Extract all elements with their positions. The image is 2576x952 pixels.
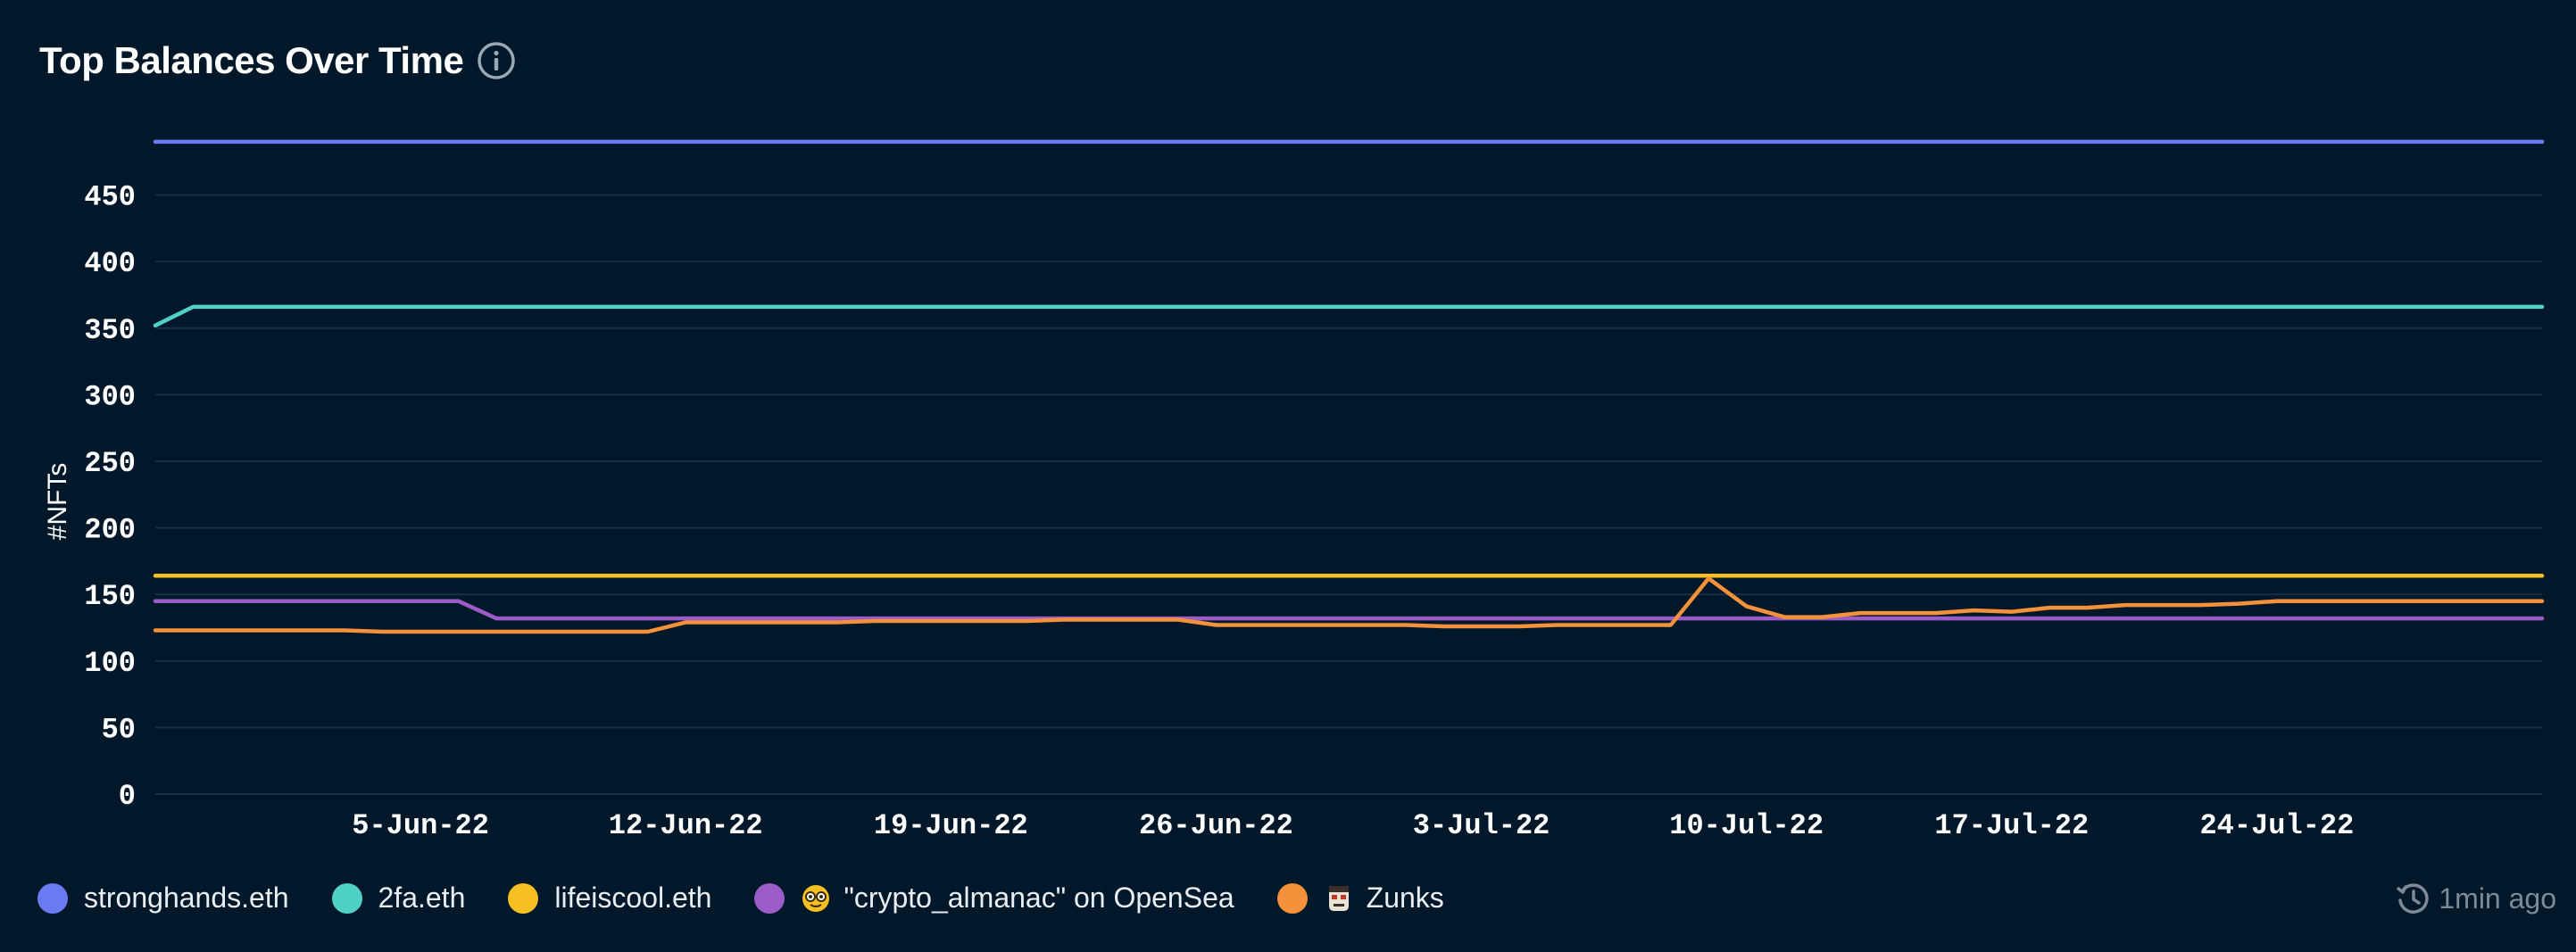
zunk-avatar-icon bbox=[1328, 885, 1349, 911]
x-tick-label: 3-Jul-22 bbox=[1413, 809, 1550, 842]
grid-lines bbox=[155, 194, 2542, 795]
last-updated: 1min ago bbox=[2396, 882, 2556, 915]
history-clock-icon bbox=[2397, 883, 2429, 914]
legend-label: Zunks bbox=[1366, 882, 1444, 914]
chart-legend: stronghands.eth 2fa.eth lifeiscool.eth "cry… bbox=[37, 882, 1487, 915]
x-tick-label: 26-Jun-22 bbox=[1139, 809, 1293, 842]
series-line-1[interactable] bbox=[153, 304, 2545, 328]
legend-color-dot bbox=[37, 882, 68, 914]
x-tick-label: 5-Jun-22 bbox=[352, 809, 489, 842]
y-axis-label: #NFTs bbox=[43, 463, 72, 541]
line-chart: 0 50 100 150 200 250 300 350 400 450 5-Jun-22 12-J… bbox=[43, 139, 2545, 842]
x-tick-label: 12-Jun-22 bbox=[609, 809, 763, 842]
legend-color-dot bbox=[1276, 882, 1308, 914]
y-tick-label: 450 bbox=[84, 181, 136, 214]
series-line-3[interactable] bbox=[153, 599, 2545, 621]
x-tick-label: 24-Jul-22 bbox=[2199, 809, 2354, 842]
y-tick-label: 50 bbox=[102, 713, 136, 746]
legend-item[interactable]: lifeiscool.eth bbox=[508, 882, 711, 915]
chart-title: Top Balances Over Time bbox=[39, 39, 464, 81]
legend-color-dot bbox=[754, 882, 785, 914]
y-axis-ticks: 0 50 100 150 200 250 300 350 400 450 bbox=[84, 181, 136, 813]
y-tick-label: 350 bbox=[84, 314, 136, 347]
y-tick-label: 250 bbox=[84, 447, 136, 480]
legend-item[interactable]: Zunks bbox=[1276, 882, 1444, 915]
legend-item[interactable]: stronghands.eth bbox=[37, 882, 289, 915]
legend-item[interactable]: 2fa.eth bbox=[331, 882, 466, 915]
series-lines bbox=[153, 139, 2545, 634]
nerd-face-icon bbox=[802, 884, 830, 912]
y-tick-label: 100 bbox=[84, 647, 136, 680]
y-tick-label: 300 bbox=[84, 380, 136, 413]
y-tick-label: 150 bbox=[84, 580, 136, 613]
legend-label: "crypto_almanac" on OpenSea bbox=[843, 882, 1234, 914]
legend-item[interactable]: "crypto_almanac" on OpenSea bbox=[754, 882, 1234, 915]
last-updated-text: 1min ago bbox=[2439, 882, 2556, 915]
x-axis-ticks: 5-Jun-22 12-Jun-22 19-Jun-22 26-Jun-22 3-Jul… bbox=[352, 809, 2354, 842]
x-tick-label: 17-Jul-22 bbox=[1934, 809, 2089, 842]
y-tick-label: 400 bbox=[84, 247, 136, 280]
x-tick-label: 10-Jul-22 bbox=[1669, 809, 1824, 842]
info-circle-icon[interactable] bbox=[476, 40, 517, 81]
x-tick-label: 19-Jun-22 bbox=[874, 809, 1028, 842]
y-tick-label: 0 bbox=[119, 780, 136, 813]
legend-label: lifeiscool.eth bbox=[554, 882, 712, 914]
legend-color-dot bbox=[508, 882, 539, 914]
chart-header: Top Balances Over Time bbox=[39, 39, 517, 82]
legend-label: 2fa.eth bbox=[378, 882, 466, 914]
y-tick-label: 200 bbox=[84, 514, 136, 547]
legend-color-dot bbox=[331, 882, 362, 914]
series-line-4[interactable] bbox=[153, 576, 2545, 634]
legend-label: stronghands.eth bbox=[84, 882, 289, 914]
